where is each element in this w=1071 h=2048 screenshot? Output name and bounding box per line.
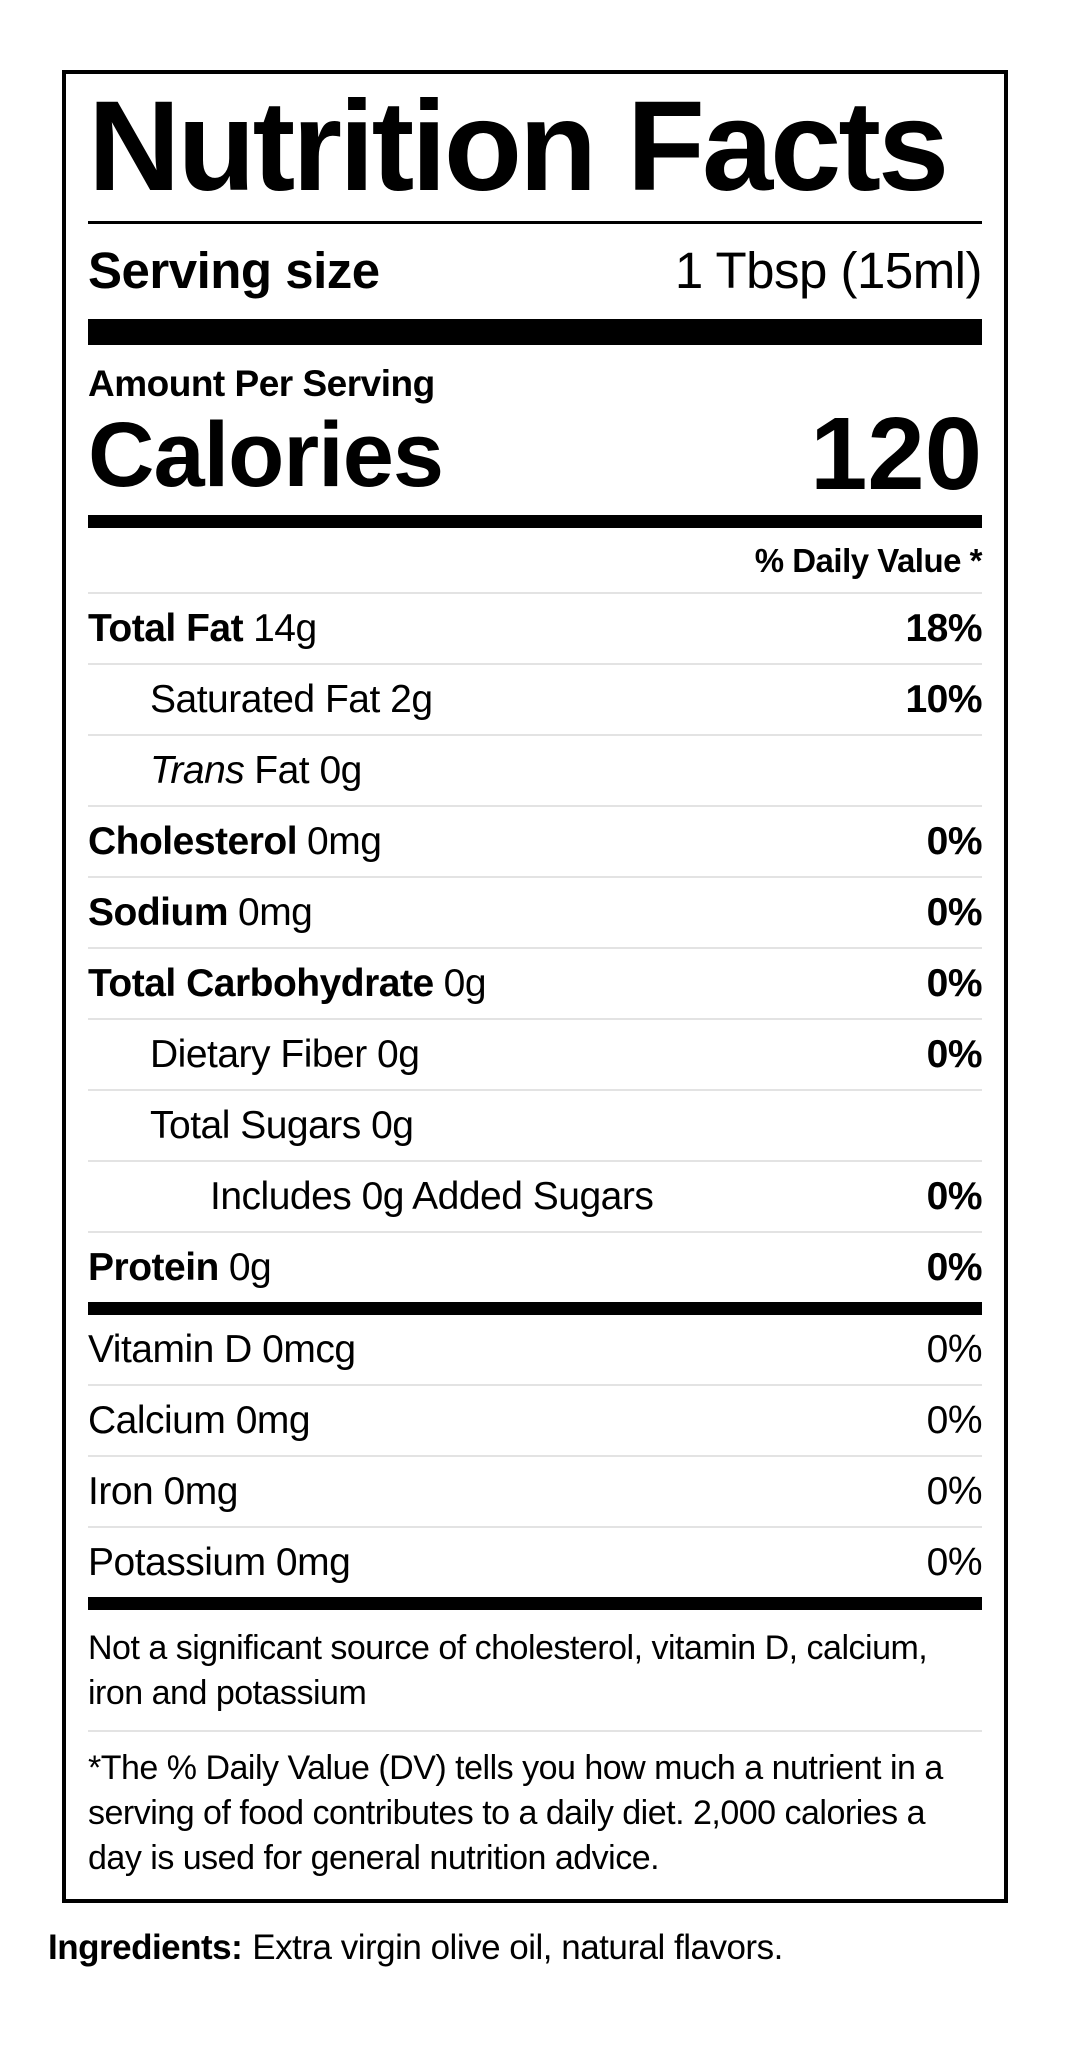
nutrient-amount: 0g [443,961,487,1005]
serving-size-value: 1 Tbsp (15ml) [674,242,983,300]
vitamin-row-vitamin-d: Vitamin D 0mcg 0% [88,1315,983,1387]
nutrient-dv: 0% [926,890,983,934]
nutrient-name: Total Sugars 0g [150,1103,414,1147]
nutrient-row-total-fat: Total Fat 14g 18% [88,594,982,666]
calories-row: Calories 120 [88,396,982,515]
nutrient-name: Sodium [88,890,229,934]
ingredients-line: Ingredients: Extra virgin olive oil, natu… [48,1928,1028,1968]
vitamin-name: Vitamin D 0mcg [88,1327,356,1371]
nutrient-name: Protein [88,1245,219,1289]
nutrient-row-trans-fat: Trans Fat 0g [88,736,982,808]
serving-size-label: Serving size [88,242,380,300]
vitamin-name: Potassium 0mg [88,1540,351,1584]
daily-value-footnote: *The % Daily Value (DV) tells you how mu… [88,1749,943,1877]
vitamin-dv: 0% [926,1540,983,1584]
nutrient-row-sodium: Sodium 0mg 0% [88,878,983,950]
nutrient-row-cholesterol: Cholesterol 0mg 0% [88,807,983,879]
nutrient-amount: Fat 0g [254,748,362,792]
nutrient-row-total-sugars: Total Sugars 0g [88,1091,982,1163]
nutrient-name: Dietary Fiber 0g [150,1032,420,1076]
ingredients-label: Ingredients: [48,1928,243,1967]
nutrient-name: Cholesterol [88,819,298,863]
section-bar-thick [88,319,982,346]
not-significant-note: Not a significant source of cholesterol,… [88,1610,982,1733]
vitamin-row-potassium: Potassium 0mg 0% [88,1528,983,1597]
nutrient-name: Saturated Fat 2g [150,677,433,721]
amount-per-serving-label: Amount Per Serving [88,363,435,405]
vitamin-row-calcium: Calcium 0mg 0% [88,1386,983,1458]
nutrient-name: Total Fat [88,606,244,650]
vitamin-name: Iron 0mg [88,1469,238,1513]
nutrition-facts-label: Nutrition Facts Serving size 1 Tbsp (15m… [62,70,1008,1903]
vitamin-dv: 0% [926,1398,983,1442]
vitamin-row-iron: Iron 0mg 0% [88,1457,983,1529]
nutrient-dv: 0% [926,1032,983,1076]
nutrient-dv: 0% [926,1245,983,1289]
ingredients-value: Extra virgin olive oil, natural flavors. [252,1928,783,1967]
label-title: Nutrition Facts [88,74,982,225]
nutrient-row-dietary-fiber: Dietary Fiber 0g 0% [88,1020,983,1092]
vitamin-dv: 0% [926,1327,983,1371]
nutrient-row-saturated-fat: Saturated Fat 2g 10% [88,665,982,737]
nutrient-name: Total Carbohydrate [88,961,434,1005]
nutrient-dv: 10% [905,677,982,721]
nutrient-amount: 0mg [238,890,313,934]
serving-size-row: Serving size 1 Tbsp (15ml) [88,224,983,319]
nutrient-row-total-carbohydrate: Total Carbohydrate 0g 0% [88,949,983,1021]
nutrient-amount: 0mg [307,819,382,863]
section-bar-medium [88,515,982,529]
calories-label: Calories [88,403,444,506]
nutrient-amount: 14g [253,606,317,650]
calories-value: 120 [810,396,982,512]
nutrient-dv: 0% [926,961,983,1005]
nutrient-name-italic: Trans [150,748,245,792]
vitamin-name: Calcium 0mg [88,1398,311,1442]
section-bar-medium [88,1302,982,1316]
nutrient-row-added-sugars: Includes 0g Added Sugars 0% [88,1162,983,1234]
nutrient-row-protein: Protein 0g 0% [88,1233,983,1302]
section-bar-medium [88,1597,982,1611]
vitamin-dv: 0% [926,1469,983,1513]
nutrient-amount: 0g [228,1245,272,1289]
nutrient-dv: 0% [926,819,983,863]
nutrient-dv: 0% [926,1174,983,1218]
nutrient-dv: 18% [905,606,982,650]
nutrient-name: Includes 0g Added Sugars [210,1174,654,1218]
daily-value-header: % Daily Value * [88,528,983,595]
